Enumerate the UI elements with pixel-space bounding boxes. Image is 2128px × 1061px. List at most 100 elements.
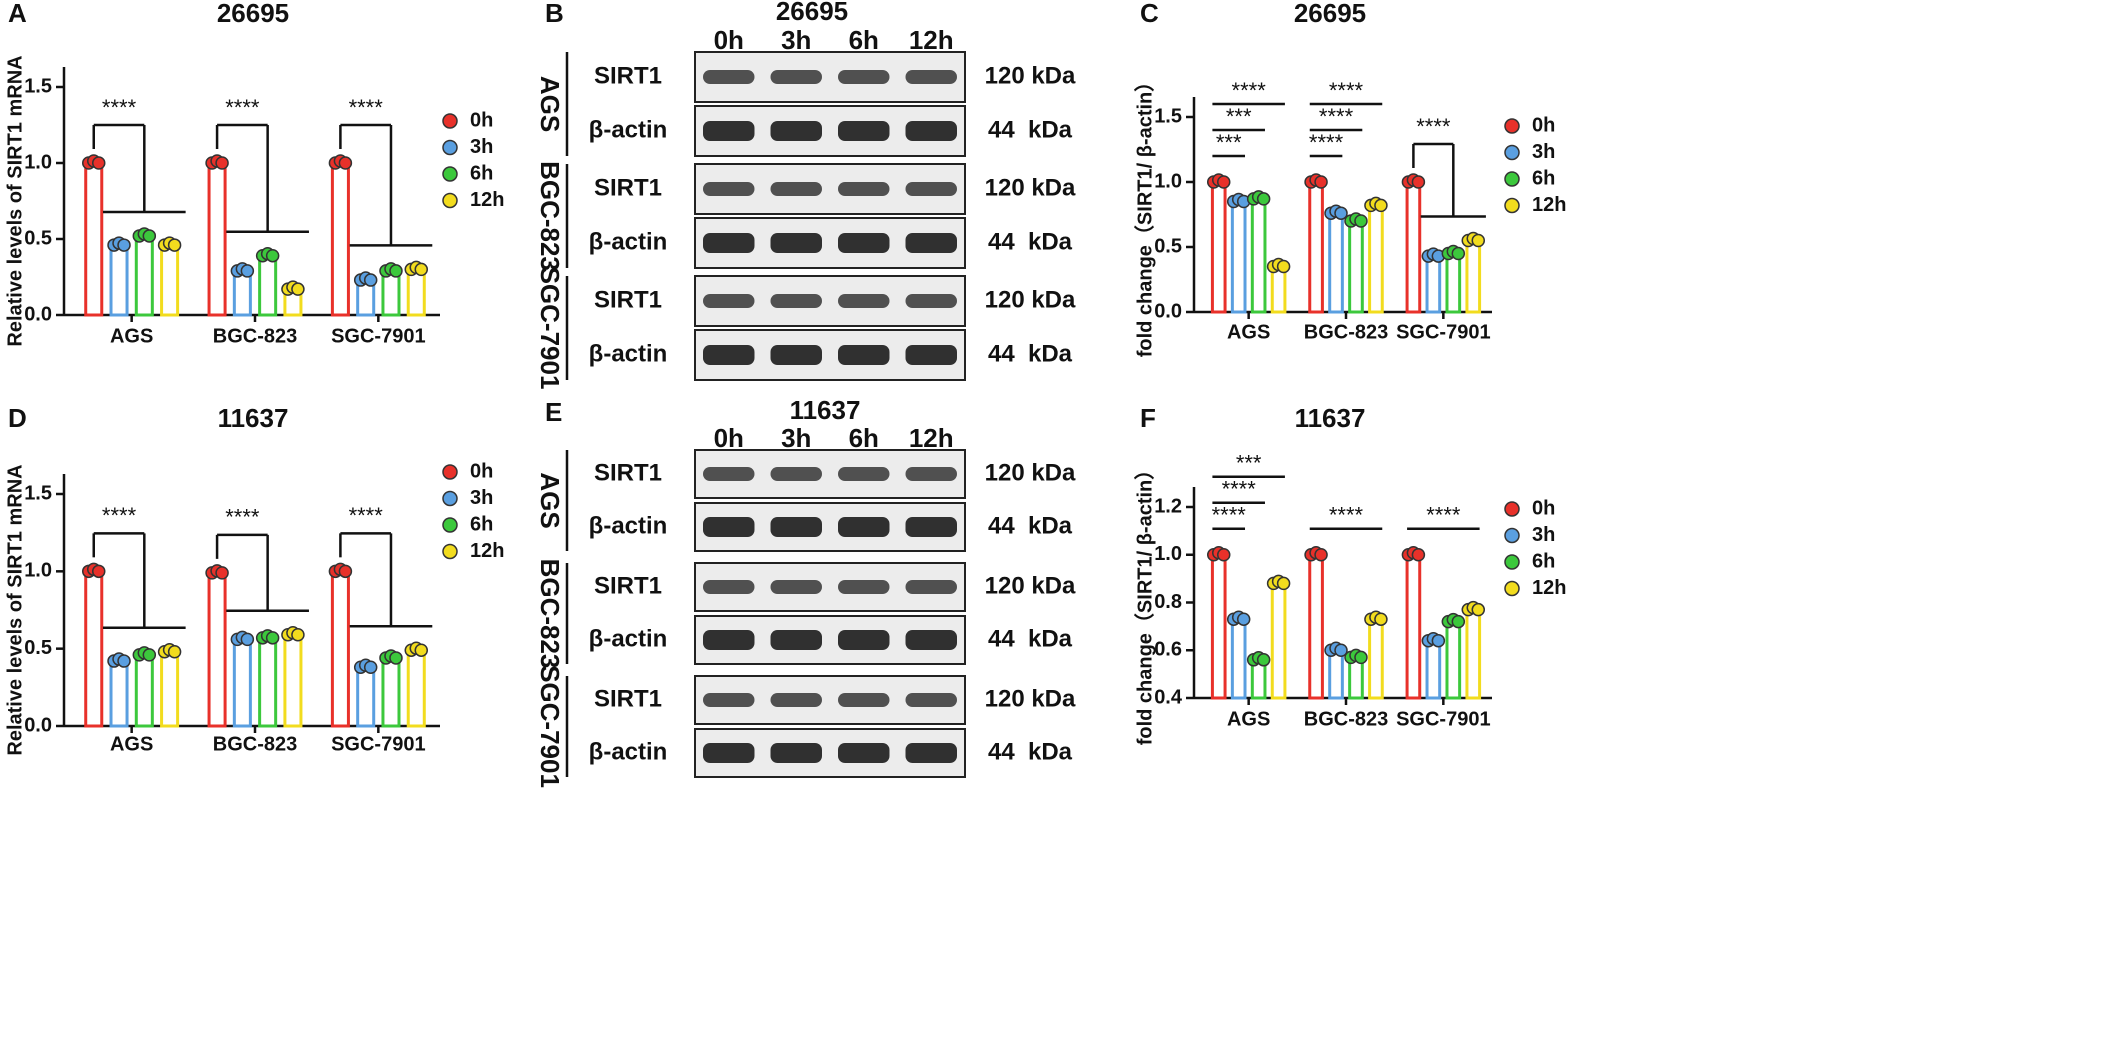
data-point	[1411, 175, 1426, 189]
protein-label: β-actin	[589, 738, 668, 765]
chart-title: 26695	[217, 0, 289, 28]
band	[905, 517, 957, 537]
data-point	[1334, 643, 1348, 657]
band	[703, 467, 755, 481]
legend-label: 0h	[1532, 497, 1555, 519]
legend-label: 6h	[1532, 550, 1555, 572]
band	[838, 233, 890, 253]
data-point	[265, 248, 280, 263]
size-label: 44 kDa	[988, 116, 1073, 143]
panel-label: E	[545, 397, 562, 427]
band	[703, 121, 755, 141]
data-point	[142, 229, 157, 243]
bar	[1308, 180, 1324, 314]
data-point	[291, 282, 305, 296]
data-point	[167, 645, 182, 659]
bar	[1230, 617, 1247, 700]
protein-label: β-actin	[589, 625, 668, 652]
significance-label: ****	[102, 503, 137, 528]
data-point	[240, 264, 255, 278]
data-point	[240, 632, 255, 647]
legend-marker	[1504, 554, 1520, 570]
protein-label: SIRT1	[594, 685, 662, 712]
y-tick-label: 0.0	[1154, 300, 1182, 322]
data-point	[1411, 548, 1426, 562]
band	[703, 580, 755, 594]
bar	[381, 656, 401, 728]
lane-label: 6h	[849, 25, 879, 55]
x-tick-label: AGS	[110, 733, 153, 755]
data-point	[215, 566, 229, 580]
chart-title: 26695	[1294, 0, 1366, 28]
protein-label: β-actin	[589, 116, 668, 143]
y-tick-label: 1.0	[1154, 170, 1182, 192]
band	[905, 630, 957, 650]
band	[838, 70, 890, 84]
data-point	[389, 651, 403, 665]
band	[770, 182, 822, 196]
data-point	[1471, 602, 1486, 617]
data-point	[363, 273, 378, 287]
data-point	[389, 264, 403, 278]
legend-label: 6h	[470, 513, 493, 535]
y-tick-label: 1.2	[1154, 495, 1182, 517]
y-tick-label: 1.5	[24, 75, 52, 97]
bar	[1328, 211, 1344, 314]
size-label: 120 kDa	[985, 572, 1076, 599]
bar	[207, 571, 227, 728]
legend-label: 12h	[470, 540, 504, 562]
legend-marker	[1504, 118, 1520, 134]
bar	[356, 665, 376, 728]
cell-line-label: SGC-7901	[535, 267, 565, 390]
bar	[1465, 239, 1482, 314]
band	[770, 630, 822, 650]
x-tick-label: BGC-823	[213, 733, 297, 755]
protein-label: β-actin	[589, 512, 668, 539]
data-point	[1451, 614, 1466, 629]
data-point	[215, 156, 229, 170]
x-tick-label: SGC-7901	[1396, 708, 1491, 730]
y-tick-label: 0.5	[24, 227, 52, 249]
band	[905, 182, 957, 196]
bar	[330, 161, 350, 317]
y-axis-label: Relative levels of SIRT1 mRNA	[4, 55, 26, 346]
legend-label: 6h	[470, 162, 493, 184]
bar	[1250, 197, 1267, 314]
band	[770, 121, 822, 141]
significance-label: ****	[1319, 104, 1354, 129]
data-point	[1374, 612, 1388, 626]
legend-marker	[1504, 197, 1520, 214]
cell-line-label: AGS	[535, 472, 565, 528]
legend-marker	[1504, 171, 1520, 187]
y-tick-label: 0.8	[1154, 591, 1182, 613]
significance-label: ****	[225, 505, 260, 530]
bar	[109, 659, 129, 728]
bar	[1368, 617, 1384, 700]
band	[838, 345, 890, 365]
legend-marker	[442, 464, 458, 480]
bar	[84, 161, 104, 317]
data-point	[1256, 192, 1271, 206]
bar	[1210, 180, 1227, 314]
band	[770, 233, 822, 253]
legend-label: 0h	[470, 109, 493, 131]
band	[770, 517, 822, 537]
data-point	[414, 262, 429, 277]
significance-label: ****	[1232, 78, 1267, 103]
lane-label: 3h	[781, 423, 811, 453]
data-point	[1276, 259, 1291, 274]
data-point	[1276, 576, 1291, 591]
legend-label: 3h	[1532, 141, 1555, 163]
legend-marker	[442, 113, 458, 129]
y-tick-label: 1.5	[24, 482, 52, 504]
band	[703, 743, 755, 763]
data-point	[1354, 650, 1368, 665]
x-tick-label: BGC-823	[1304, 708, 1388, 730]
band	[703, 294, 755, 308]
bar	[1270, 265, 1287, 314]
band	[905, 121, 957, 141]
bar	[207, 161, 227, 317]
bar	[84, 569, 104, 728]
data-point	[117, 654, 131, 668]
